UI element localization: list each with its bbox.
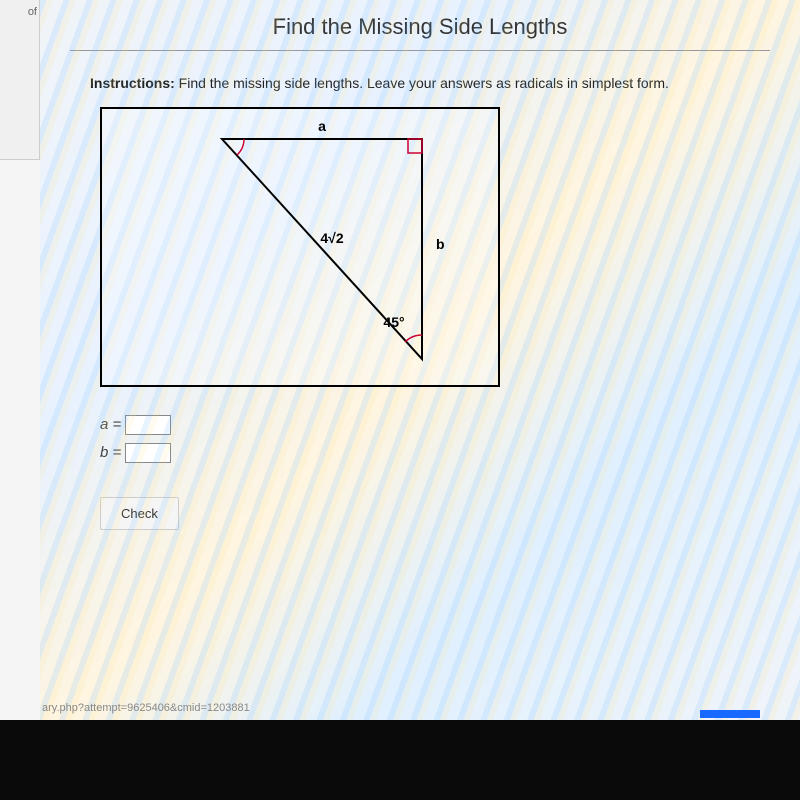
var-a: a (100, 416, 108, 433)
check-button[interactable]: Check (100, 497, 179, 530)
instructions-label: Instructions: (90, 75, 175, 91)
answer-row-b: b = (100, 443, 800, 463)
answer-section: a = b = (100, 415, 800, 463)
taskbar-fragment (700, 710, 760, 718)
page-title: Find the Missing Side Lengths (40, 0, 800, 50)
triangle-figure: a b 4√2 45° (100, 107, 500, 387)
svg-text:45°: 45° (383, 314, 404, 330)
sidebar-fragment: of (0, 0, 40, 160)
eq-b: = (113, 444, 122, 461)
svg-text:4√2: 4√2 (320, 230, 343, 246)
triangle-svg: a b 4√2 45° (102, 109, 502, 389)
url-fragment: ary.php?attempt=9625406&cmid=1203881 (42, 702, 250, 714)
answer-row-a: a = (100, 415, 800, 435)
device-bezel (0, 720, 800, 800)
svg-text:a: a (318, 118, 326, 134)
input-b[interactable] (125, 443, 171, 463)
sidebar-text: of (28, 6, 37, 18)
svg-text:b: b (436, 236, 445, 252)
input-a[interactable] (125, 415, 171, 435)
eq-a: = (113, 416, 122, 433)
content-area: Find the Missing Side Lengths Instructio… (40, 0, 800, 720)
var-b: b (100, 444, 108, 461)
instructions: Instructions: Find the missing side leng… (90, 75, 760, 91)
title-divider (70, 50, 770, 51)
instructions-text: Find the missing side lengths. Leave you… (179, 75, 669, 91)
